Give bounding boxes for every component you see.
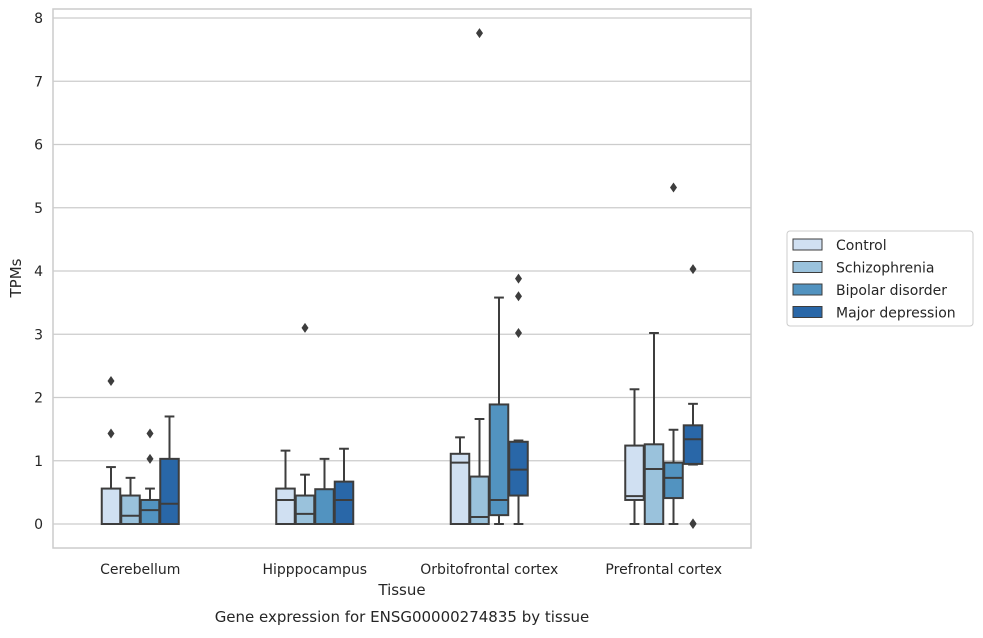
box-iqr [663, 461, 684, 500]
box-iqr [643, 443, 665, 525]
y-tick-label-8: 8 [34, 11, 43, 27]
legend-swatch-4 [792, 306, 823, 318]
box-3-3 [488, 296, 510, 525]
x-tick-label-3: Orbitofrontal cortex [420, 562, 558, 578]
legend-label-2: Schizophrenia [836, 261, 934, 277]
y-tick-label-3: 3 [34, 327, 43, 343]
outlier-point [515, 273, 522, 284]
box-4-3 [663, 182, 684, 525]
box-groups [100, 28, 704, 529]
y-tick-labels: 0 1 2 3 4 5 6 7 8 [34, 11, 43, 533]
legend-swatch-3 [792, 283, 823, 296]
box-2-1 [275, 449, 296, 525]
y-tick-label-1: 1 [34, 454, 43, 470]
box-iqr [159, 457, 180, 526]
x-axis-label: Tissue [377, 581, 425, 599]
outlier-point [476, 28, 483, 39]
legend-swatch-1 [792, 238, 823, 251]
x-tick-label-1: Cerebellum [100, 562, 180, 578]
x-tick-label-2: Hipppocampus [262, 562, 367, 578]
legend-label-4: Major depression [836, 306, 956, 322]
legend-label-1: Control [836, 238, 887, 254]
box-1-3 [139, 428, 161, 525]
outlier-point [689, 518, 697, 529]
outlier-point [146, 453, 154, 464]
box-3-1 [449, 436, 471, 526]
y-tick-label-0: 0 [34, 517, 43, 533]
legend-frame [786, 230, 974, 327]
box-2-2 [294, 322, 316, 526]
legend-swatch-2 [792, 261, 823, 273]
box-iqr [120, 494, 141, 526]
box-3-2 [469, 28, 490, 525]
box-iqr [314, 488, 335, 525]
outlier-point [670, 182, 677, 193]
outlier-point [146, 428, 154, 439]
box-4-2 [643, 331, 665, 525]
outlier-point [107, 428, 115, 439]
box-1-4 [159, 415, 180, 526]
box-iqr [682, 424, 704, 465]
y-axis-label: TPMs [7, 258, 25, 298]
box-4-4 [682, 264, 704, 529]
box-iqr [294, 494, 316, 526]
outlier-point [301, 322, 309, 333]
x-tick-labels: Cerebellum Hipppocampus Orbitofrontal cort… [100, 562, 722, 578]
box-4-1 [624, 388, 645, 525]
box-iqr [333, 480, 355, 525]
y-tick-label-2: 2 [34, 391, 43, 407]
box-1-1 [100, 376, 122, 525]
y-tick-label-6: 6 [34, 138, 43, 154]
legend: Control Schizophrenia Bipolar disorder Majo… [786, 230, 974, 327]
box-iqr [139, 498, 161, 525]
y-tick-label-7: 7 [34, 74, 43, 90]
box-iqr [449, 452, 471, 526]
box-iqr [100, 487, 122, 525]
outlier-point [689, 264, 697, 275]
box-1-2 [120, 476, 141, 526]
outlier-point [515, 327, 522, 338]
plot-area [52, 8, 752, 549]
y-tick-label-5: 5 [34, 201, 43, 217]
x-tick-label-4: Prefrontal cortex [605, 562, 722, 578]
box-iqr [275, 487, 296, 525]
box-2-3 [314, 457, 335, 525]
outlier-point [107, 376, 115, 387]
box-iqr [624, 444, 645, 501]
box-2-4 [333, 447, 355, 525]
box-3-4 [508, 273, 529, 525]
y-tick-label-4: 4 [34, 264, 43, 280]
box-iqr [488, 403, 510, 517]
outlier-point [515, 291, 522, 302]
figure-caption: Gene expression for ENSG00000274835 by t… [215, 608, 590, 626]
legend-label-3: Bipolar disorder [836, 283, 947, 299]
